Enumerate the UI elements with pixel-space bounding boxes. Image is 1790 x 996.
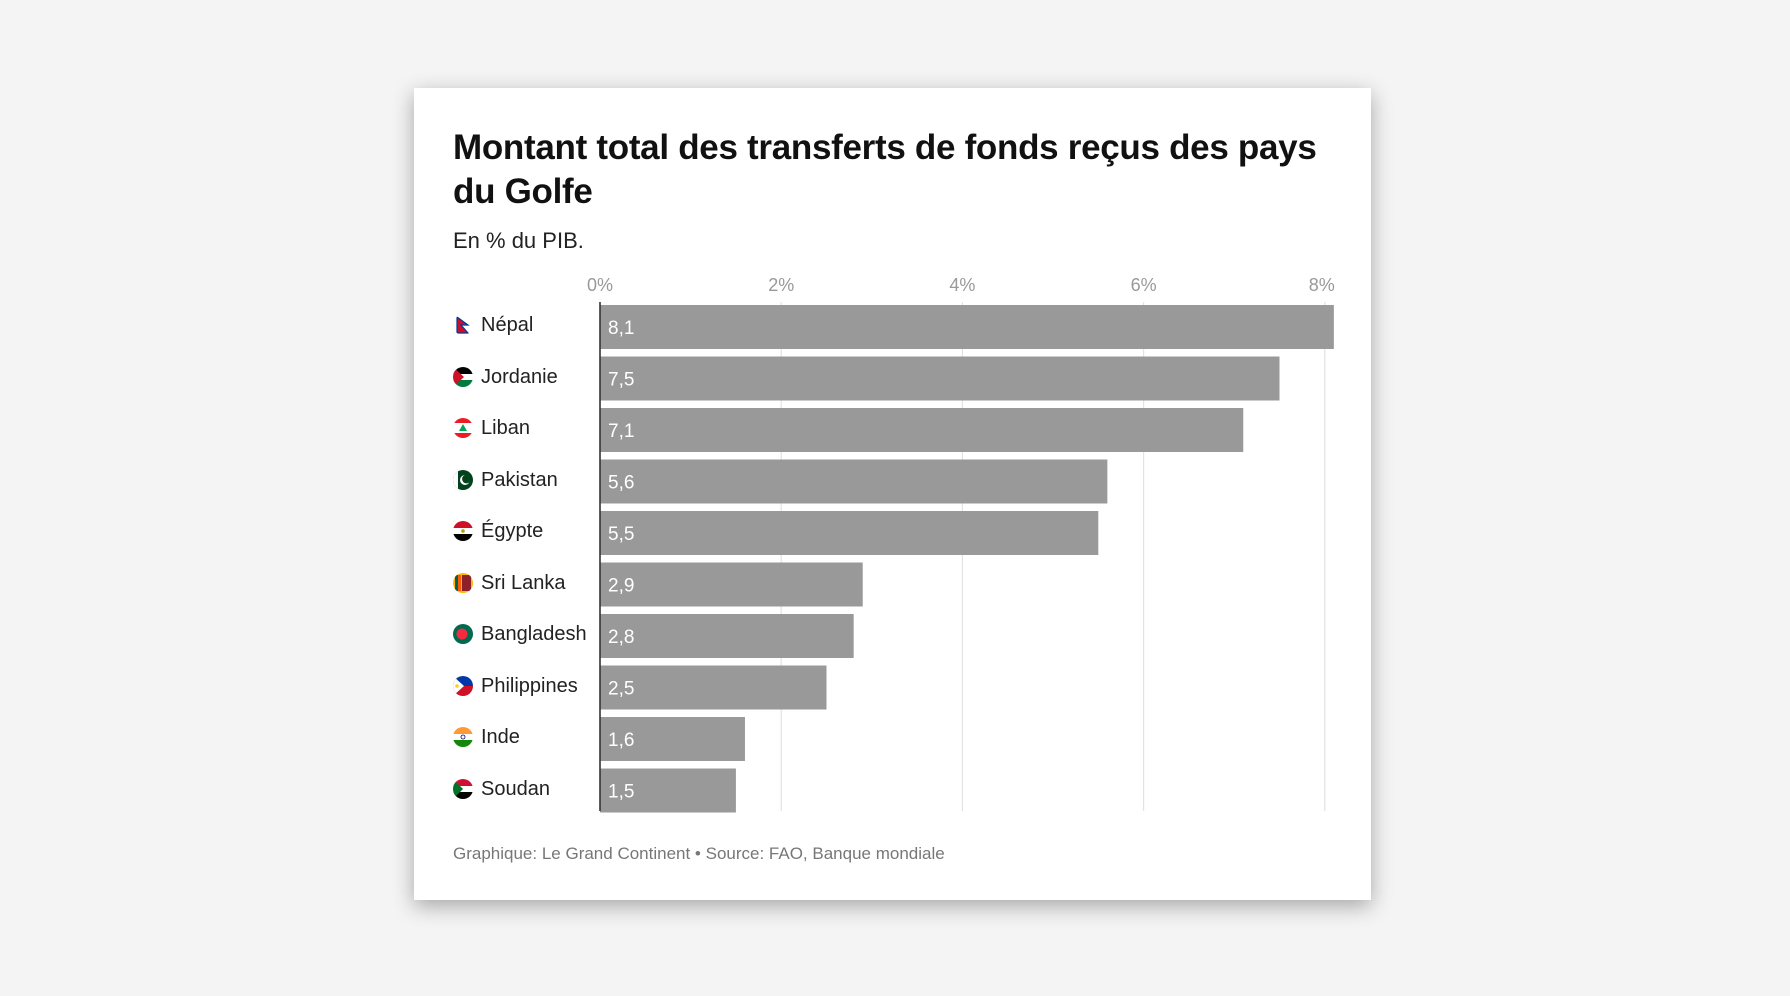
sri-lanka-flag-icon (453, 572, 473, 593)
country-label: Liban (481, 417, 530, 439)
bar-value-label: 1,6 (608, 730, 634, 751)
country-label: Pakistan (481, 468, 558, 491)
x-tick-label: 6% (1131, 275, 1157, 295)
bar (600, 408, 1244, 452)
country-label: Inde (481, 726, 520, 748)
bar-chart: 0% 2% 4% 6% 8% 8,1 7,5 7,1 5,6 5,5 2,9 2,8 2,5 1,6 1,5 (587, 275, 1335, 813)
bar-value-label: 2,9 (608, 576, 634, 597)
sudan-flag-icon (453, 778, 473, 799)
pakistan-flag-icon (453, 469, 473, 490)
x-tick-label: 2% (768, 275, 794, 295)
country-label: Jordanie (481, 365, 558, 388)
chart-footer: Graphique: Le Grand Continent • Source: … (453, 844, 945, 863)
country-label: Philippines (481, 674, 578, 697)
philippines-flag-icon (453, 675, 473, 696)
bangladesh-flag-icon (453, 624, 473, 644)
country-label: Soudan (481, 777, 550, 800)
chart-title: Montant total des transferts de fonds re… (453, 128, 1317, 211)
india-flag-icon (453, 727, 473, 747)
chart-subtitle: En % du PIB. (453, 228, 584, 253)
country-label: Bangladesh (481, 623, 587, 645)
x-tick-label: 4% (949, 275, 975, 295)
bar-value-label: 1,5 (608, 782, 634, 803)
bar (600, 665, 827, 710)
x-tick-label: 8% (1309, 275, 1335, 295)
bar (600, 305, 1334, 349)
bar-value-label: 5,6 (608, 473, 634, 494)
country-label: Sri Lanka (481, 571, 566, 594)
jordan-flag-icon (453, 366, 473, 387)
bar-value-label: 7,5 (608, 370, 634, 391)
nepal-flag-icon (453, 315, 473, 335)
bar (600, 459, 1108, 504)
bar-value-label: 8,1 (608, 318, 634, 339)
x-tick-label: 0% (587, 275, 613, 295)
country-label: Népal (481, 314, 534, 336)
bar (600, 614, 854, 658)
bar-value-label: 5,5 (608, 524, 634, 545)
bar (600, 768, 736, 813)
lebanon-flag-icon (453, 418, 473, 438)
bar (600, 511, 1099, 555)
bar (600, 356, 1280, 401)
bar-value-label: 7,1 (608, 421, 634, 442)
chart-card: Montant total des transferts de fonds re… (414, 88, 1371, 900)
egypt-flag-icon (453, 521, 473, 541)
bar (600, 562, 863, 607)
country-label: Égypte (481, 520, 544, 542)
bar (600, 717, 745, 761)
bar-value-label: 2,5 (608, 679, 634, 700)
bar-value-label: 2,8 (608, 627, 634, 648)
